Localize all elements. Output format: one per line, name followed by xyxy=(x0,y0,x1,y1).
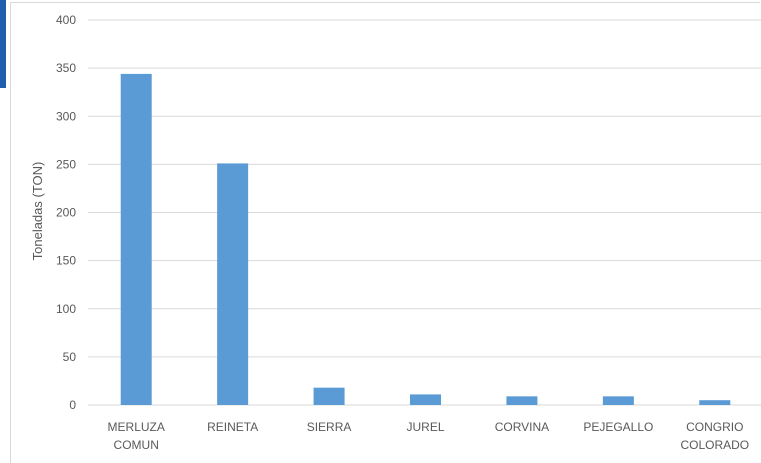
edge-accent-bar xyxy=(0,0,6,88)
bar xyxy=(506,396,538,405)
y-tick-label: 0 xyxy=(69,398,76,412)
chart-border-left xyxy=(10,2,11,463)
x-axis-ticks: MERLUZA COMUN REINETA SIERRA JUREL CORVINA PEJ… xyxy=(108,420,750,452)
x-tick-label: MERLUZA COMUN xyxy=(108,420,165,452)
x-tick-label: PEJEGALLO xyxy=(583,420,653,434)
y-tick-label: 400 xyxy=(56,13,76,27)
y-tick-label: 150 xyxy=(56,254,76,268)
x-tick-label: JUREL xyxy=(406,420,444,434)
gridlines xyxy=(88,19,761,406)
y-tick-label: 350 xyxy=(56,61,76,75)
chart-border-top xyxy=(10,2,760,3)
y-tick-label: 300 xyxy=(56,109,76,123)
y-axis-ticks: 0 50 100 150 200 250 300 350 400 xyxy=(56,13,76,412)
x-tick-label: CORVINA xyxy=(495,420,549,434)
bar xyxy=(217,163,249,405)
bars xyxy=(120,73,731,406)
y-tick-label: 200 xyxy=(56,206,76,220)
y-axis-label: Toneladas (TON) xyxy=(30,162,45,261)
bar xyxy=(120,73,152,406)
bar xyxy=(313,387,345,405)
x-tick-label: REINETA xyxy=(207,420,258,434)
y-tick-label: 250 xyxy=(56,157,76,171)
bar xyxy=(602,396,634,405)
y-tick-label: 100 xyxy=(56,302,76,316)
bar xyxy=(410,394,441,405)
bar xyxy=(699,400,731,405)
x-tick-label: CONGRIO COLORADO xyxy=(680,420,749,452)
y-tick-label: 50 xyxy=(63,350,77,364)
x-tick-label: SIERRA xyxy=(307,420,352,434)
